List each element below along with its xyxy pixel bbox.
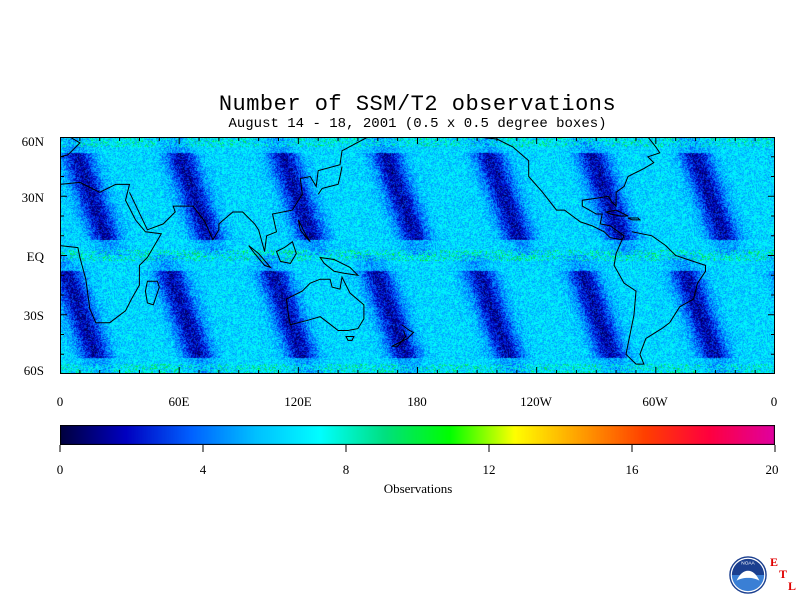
svg-text:NOAA: NOAA <box>741 561 755 567</box>
lon-label-120e: 120E <box>284 394 312 409</box>
lon-label-60e: 60E <box>168 394 190 409</box>
etl-letter-t: T <box>779 567 788 581</box>
coastline-newguinea <box>319 256 360 277</box>
noaa-logo: NOAA <box>729 556 767 594</box>
lon-label-180: 180 <box>407 394 427 409</box>
lon-label-0-end: 0 <box>770 394 778 409</box>
colorbar-label-0: 0 <box>56 462 64 477</box>
colorbar-label-20: 20 <box>765 462 779 477</box>
lon-label-60w: 60W <box>642 394 668 409</box>
lon-label-120w: 120W <box>520 394 552 409</box>
colorbar-title: Observations <box>383 481 453 496</box>
map-frame <box>60 137 775 374</box>
coastline-madagascar <box>144 280 160 306</box>
etl-letter-e: E <box>770 555 779 569</box>
coastline-newzealand <box>391 324 415 347</box>
colorbar-label-12: 12 <box>482 462 496 477</box>
coastline-japan <box>317 166 343 195</box>
coastline-borneo <box>275 240 297 264</box>
colorbar-label-16: 16 <box>625 462 639 477</box>
coastlines-and-frame <box>60 137 775 374</box>
coastline-hispaniola <box>627 217 642 221</box>
coastline-philippines <box>297 219 311 243</box>
lat-label-30s: 30S <box>23 308 44 323</box>
colorbar <box>60 425 775 445</box>
colorbar-label-4: 4 <box>199 462 207 477</box>
coastline-north-america <box>445 137 661 241</box>
etl-letter-l: L <box>788 579 797 593</box>
lat-label-30n: 30N <box>21 190 44 205</box>
coastline-tasmania <box>345 336 355 341</box>
map-title: Number of SSM/T2 observations <box>218 92 617 117</box>
lat-label-eq: EQ <box>26 249 44 264</box>
coastline-arabia-india <box>129 137 369 252</box>
coastline-cuba <box>604 209 629 217</box>
observation-map <box>60 137 775 374</box>
observation-density-field <box>60 137 775 374</box>
map-subtitle: August 14 - 18, 2001 (0.5 x 0.5 degree b… <box>228 116 607 132</box>
coastline-south-america <box>613 231 706 365</box>
coastline-europe <box>60 137 81 158</box>
coastline-australia <box>285 275 365 331</box>
lat-label-60n: 60N <box>21 134 44 149</box>
colorbar-label-8: 8 <box>342 462 350 477</box>
coastline-sumatra <box>248 245 273 269</box>
lat-label-60s: 60S <box>23 363 44 378</box>
lon-label-0: 0 <box>56 394 64 409</box>
coastline-africa <box>60 181 163 324</box>
